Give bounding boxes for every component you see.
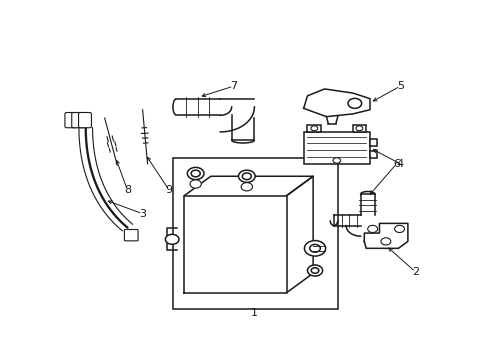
FancyBboxPatch shape [79, 112, 91, 128]
Circle shape [238, 170, 255, 183]
Circle shape [187, 167, 203, 180]
Text: 4: 4 [396, 159, 403, 169]
Text: 5: 5 [396, 81, 403, 91]
Text: 7: 7 [229, 81, 237, 91]
Text: 9: 9 [165, 185, 172, 195]
Circle shape [310, 126, 317, 131]
Circle shape [242, 173, 251, 180]
Bar [303, 132, 369, 164]
Text: 6: 6 [392, 159, 399, 169]
Circle shape [394, 225, 404, 233]
Circle shape [347, 98, 361, 108]
Text: 8: 8 [123, 185, 131, 195]
Bar [173, 158, 337, 309]
Circle shape [165, 234, 179, 244]
Text: 1: 1 [250, 309, 257, 319]
FancyBboxPatch shape [65, 112, 78, 128]
Text: 3: 3 [139, 209, 146, 219]
Circle shape [304, 240, 325, 256]
Circle shape [191, 170, 200, 177]
Circle shape [380, 238, 390, 245]
Circle shape [311, 268, 318, 273]
Bar [307, 125, 320, 132]
Circle shape [309, 244, 320, 252]
Circle shape [355, 126, 362, 131]
Bar [369, 151, 376, 158]
Text: 2: 2 [411, 267, 418, 277]
Circle shape [241, 183, 252, 191]
Bar [369, 139, 376, 146]
Bar [352, 125, 366, 132]
Circle shape [189, 180, 201, 188]
Circle shape [332, 158, 340, 163]
Circle shape [367, 225, 377, 233]
Circle shape [307, 265, 322, 276]
FancyBboxPatch shape [124, 229, 138, 241]
FancyBboxPatch shape [72, 112, 84, 128]
